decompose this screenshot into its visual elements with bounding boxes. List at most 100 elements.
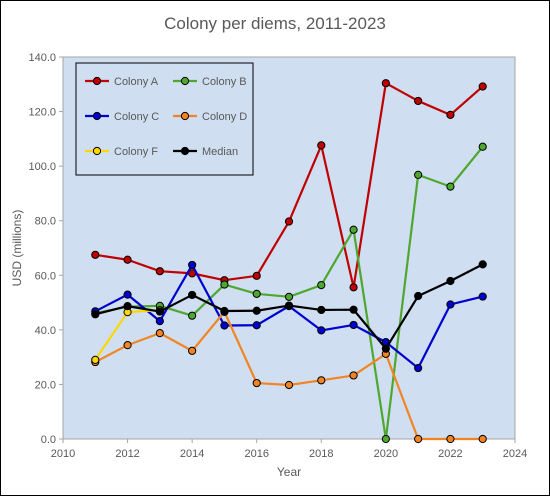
data-point-colony-c [220,321,229,330]
series-median [91,260,487,353]
data-point-median [188,290,197,300]
data-point-median [155,307,164,316]
data-point-colony-c [252,321,261,330]
legend-item-colony-f: Colony F [85,146,158,158]
y-tick-label: 0.0 [41,434,56,446]
y-tick-label: 60.0 [35,270,56,282]
data-point-colony-b [414,170,423,179]
legend-item-median: Median [173,146,238,158]
x-tick-label: 2018 [309,448,333,460]
legend-item-colony-b: Colony B [173,76,247,88]
x-tick-label: 2020 [374,448,398,460]
data-point-median [284,301,294,310]
legend-marker [180,111,190,121]
y-axis: 0.0 20.0 40.0 60.0 80.0 100.0 120.0 140.0 [28,52,63,446]
x-tick-label: 2024 [503,448,527,460]
data-point-colony-d [478,434,487,444]
legend-label: Colony C [114,111,159,123]
x-axis-label: Year [277,465,301,479]
data-point-colony-a [252,271,261,280]
data-point-median [252,306,261,315]
legend-label: Colony D [202,111,247,123]
data-point-median [349,305,358,314]
data-point-median [317,305,326,315]
y-tick-label: 140.0 [28,52,56,64]
y-tick-label: 20.0 [35,379,56,391]
data-point-colony-b [349,225,358,234]
y-tick-label: 120.0 [28,107,56,119]
data-point-colony-b [252,289,261,298]
legend-marker [180,76,190,86]
data-point-colony-c [478,292,487,301]
data-point-colony-d [317,376,326,385]
data-point-colony-a [284,217,294,226]
data-point-colony-b [478,142,487,151]
data-point-colony-b [317,281,326,290]
data-point-median [446,276,455,286]
legend-marker [180,146,190,156]
data-point-colony-d [123,341,132,350]
data-point-colony-a [349,283,358,292]
x-tick-label: 2010 [51,448,75,460]
data-point-colony-b [284,292,294,301]
data-point-colony-d [349,371,358,380]
data-point-median [381,344,390,353]
data-point-colony-a [381,79,390,88]
data-point-colony-d [155,329,164,338]
data-point-colony-a [478,82,487,91]
data-point-colony-c [123,290,132,299]
legend-label: Colony B [202,76,247,88]
chart-title: Colony per diems, 2011-2023 [164,14,386,33]
y-tick-label: 40.0 [35,325,56,337]
legend-item-colony-d: Colony D [173,111,247,123]
legend-label: Colony F [114,146,158,158]
x-tick-label: 2012 [115,448,139,460]
data-point-median [414,291,423,301]
data-point-colony-d [414,434,423,444]
data-point-colony-a [123,255,132,264]
legend-label: Median [202,146,238,158]
data-point-colony-f [91,355,100,364]
legend: Colony A Colony B Colony C Colony D Colony F… [75,62,254,176]
y-tick-label: 80.0 [35,216,56,228]
series-colony-b [91,142,487,444]
x-axis: 2010 2012 2014 2016 2018 2020 2022 2024 [51,439,527,460]
data-point-median [123,302,132,311]
y-axis-label: USD (millions) [10,210,24,287]
data-point-colony-c [349,320,358,330]
x-tick-label: 2014 [180,448,204,460]
data-point-median [478,260,487,269]
data-point-colony-a [446,110,455,119]
series-colony-a [91,79,487,292]
data-point-colony-c [188,260,197,270]
legend-item-colony-a: Colony A [85,76,159,88]
legend-marker [92,111,102,121]
x-tick-label: 2016 [244,448,268,460]
legend-marker [92,76,102,86]
y-tick-label: 100.0 [28,161,56,173]
data-point-colony-b [381,434,390,444]
series-layer [91,79,487,444]
data-point-colony-d [284,380,294,390]
data-point-colony-c [155,317,164,326]
data-point-median [220,306,229,316]
data-point-colony-d [252,378,261,388]
x-tick-label: 2022 [438,448,462,460]
data-point-colony-b [220,280,229,289]
data-point-colony-b [188,311,197,320]
data-point-colony-a [155,267,164,276]
legend-marker [92,146,102,156]
data-point-colony-c [446,300,455,309]
data-point-colony-d [188,346,197,355]
data-point-colony-a [91,250,100,259]
data-point-colony-c [317,326,326,335]
legend-item-colony-c: Colony C [85,111,159,123]
data-point-colony-a [414,96,423,106]
data-point-colony-c [414,363,423,373]
data-point-colony-b [446,182,455,191]
data-point-colony-d [446,434,455,444]
legend-label: Colony A [114,76,159,88]
data-point-colony-a [317,141,326,150]
